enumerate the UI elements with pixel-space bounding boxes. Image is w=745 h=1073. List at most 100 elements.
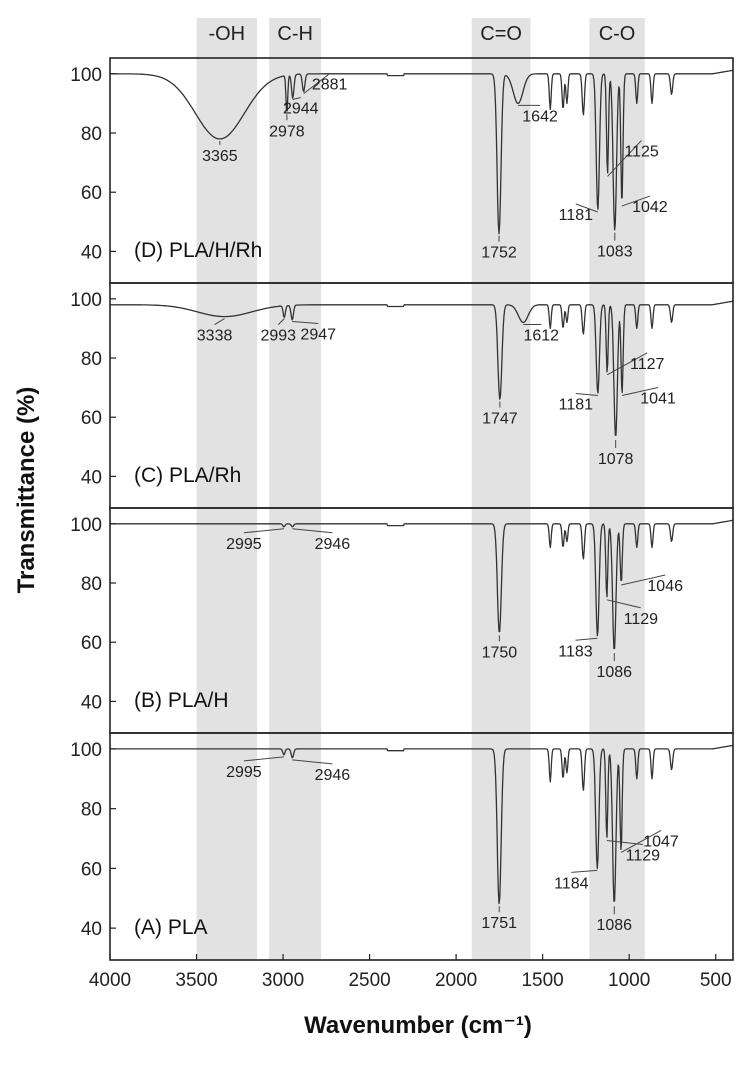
peak-leader — [243, 756, 284, 762]
y-axis-title: Transmittance (%) — [13, 387, 40, 594]
peak-leader — [621, 574, 666, 586]
peak-leader — [292, 97, 301, 100]
peak-leader — [277, 318, 285, 325]
band-label-0: -OH — [208, 23, 245, 45]
panel-label: (B) PLA/H — [134, 689, 229, 712]
y-tick-label: 80 — [81, 349, 102, 370]
y-tick-label: 60 — [81, 183, 102, 204]
highlight-bands: -OH C-H C=O C-O — [196, 18, 645, 960]
y-tick-label: 100 — [70, 290, 102, 311]
peak-label: 2995 — [226, 536, 262, 553]
peak-leader — [571, 869, 598, 873]
panel-3: 40 60 80 100 (A) PLA 2995 2946 1751 1184 1129 1086… — [70, 732, 734, 961]
panel-label: (D) PLA/H/Rh — [134, 239, 262, 262]
spectrum-line — [110, 519, 734, 650]
x-tick-label: 3500 — [175, 970, 217, 991]
x-tick-label: 500 — [700, 970, 732, 991]
peak-label: 1129 — [624, 611, 659, 628]
x-tick-label: 2000 — [435, 970, 477, 991]
peak-leader — [575, 203, 599, 213]
peak-label: 3365 — [202, 148, 238, 165]
panel-label: (C) PLA/Rh — [134, 464, 241, 487]
y-tick-label: 100 — [70, 515, 102, 536]
peak-leader — [292, 759, 333, 765]
x-tick-label: 4000 — [89, 970, 131, 991]
y-tick-label: 40 — [81, 692, 102, 713]
peak-label: 1183 — [558, 643, 593, 660]
peak-label: 1127 — [630, 356, 665, 373]
x-axis-title: Wavenumber (cm⁻¹) — [304, 1012, 532, 1039]
peak-label: 1752 — [481, 245, 517, 262]
peak-label: 1747 — [482, 410, 518, 427]
peak-leader — [214, 318, 225, 326]
y-tick-label: 60 — [81, 859, 102, 880]
panel-2: 40 60 80 100 (B) PLA/H 2995 2946 1750 1183 1129 10… — [70, 507, 734, 734]
spectrum-line — [110, 744, 734, 905]
peak-leader — [243, 528, 284, 534]
panel-1: 40 60 80 100 (C) PLA/Rh 3338 2993 2947 1747 1612 1… — [70, 282, 734, 509]
peak-label: 1046 — [647, 578, 683, 595]
band-1 — [269, 18, 322, 960]
peak-label: 2995 — [226, 764, 262, 781]
x-tick-label: 1000 — [608, 970, 650, 991]
y-tick-label: 60 — [81, 408, 102, 429]
band-0 — [196, 18, 258, 960]
peak-label: 1041 — [640, 391, 676, 408]
peak-label: 1078 — [598, 451, 634, 468]
y-tick-label: 80 — [81, 574, 102, 595]
peak-leader — [303, 73, 330, 94]
spectrum-line — [110, 300, 734, 436]
band-label-2: C=O — [480, 23, 522, 45]
peak-label: 1612 — [523, 328, 559, 345]
x-tick-label: 2500 — [348, 970, 390, 991]
y-tick-label: 80 — [81, 800, 102, 821]
peak-label: 1125 — [624, 143, 659, 160]
y-tick-label: 100 — [70, 740, 102, 761]
spectrum-line — [110, 69, 734, 235]
peak-leader — [575, 393, 598, 397]
peak-label: 1083 — [597, 244, 633, 261]
y-tick-label: 60 — [81, 633, 102, 654]
peak-label: 1751 — [481, 915, 517, 932]
spectra-panels: 40 60 80 100 (D) PLA/H/Rh 3365 2978 2944 2881 175… — [70, 57, 734, 961]
peak-label: 2946 — [315, 767, 351, 784]
peak-label: 1042 — [632, 199, 668, 216]
peak-label: 1181 — [559, 397, 594, 414]
peak-label: 2993 — [260, 328, 296, 345]
peak-label: 1086 — [596, 664, 632, 681]
peak-label: 1184 — [554, 875, 589, 892]
peak-leader — [621, 387, 659, 397]
axes: Transmittance (%) Wavenumber (cm⁻¹) 4000… — [13, 387, 732, 1039]
peak-label: 1129 — [626, 848, 661, 865]
peak-leader — [292, 528, 333, 534]
peak-leader — [620, 830, 662, 853]
peak-leader — [621, 195, 651, 207]
peak-leader — [575, 637, 598, 641]
peak-label: 1642 — [522, 108, 558, 125]
peak-leader — [606, 599, 641, 609]
peak-leader — [292, 321, 319, 325]
y-tick-label: 100 — [70, 65, 102, 86]
y-tick-label: 80 — [81, 124, 102, 145]
y-tick-label: 40 — [81, 919, 102, 940]
y-tick-label: 40 — [81, 242, 102, 263]
peak-label: 1047 — [643, 833, 679, 850]
peak-label: 1086 — [596, 917, 632, 934]
peak-label: 2944 — [283, 101, 319, 118]
y-tick-label: 40 — [81, 467, 102, 488]
peak-label: 2881 — [312, 77, 348, 94]
panel-frame — [109, 732, 734, 961]
peak-label: 2947 — [300, 327, 336, 344]
peak-leader — [606, 352, 648, 376]
peak-label: 3338 — [197, 328, 233, 345]
peak-label: 1181 — [559, 207, 594, 224]
peak-label: 1750 — [482, 644, 518, 661]
peak-label: 2978 — [269, 123, 305, 140]
peak-leader — [607, 140, 642, 177]
band-label-1: C-H — [277, 23, 313, 45]
x-tick-label: 1500 — [521, 970, 563, 991]
panel-label: (A) PLA — [134, 916, 208, 939]
band-label-3: C-O — [599, 23, 636, 45]
